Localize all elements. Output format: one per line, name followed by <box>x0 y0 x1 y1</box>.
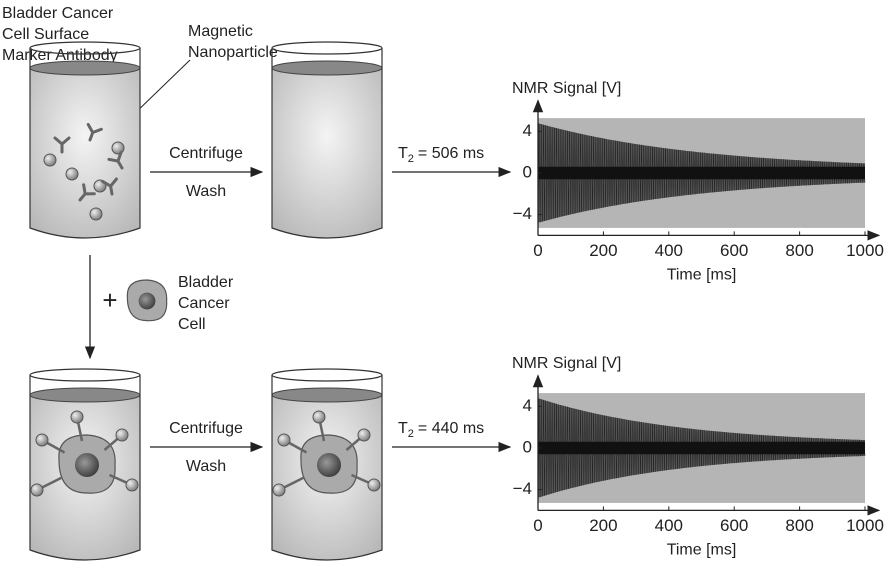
x-tick-label: 1000 <box>846 516 884 535</box>
nanoparticle <box>65 167 79 181</box>
y-tick-label: 4 <box>523 121 532 140</box>
antibody <box>86 122 103 142</box>
cell-label: Cell <box>178 316 206 333</box>
t2-value: = 440 ms <box>418 420 484 437</box>
nanoparticle <box>43 153 57 167</box>
beaker-liquid <box>272 68 382 238</box>
antibody-label: Bladder Cancer <box>2 5 114 22</box>
beaker-wall <box>29 375 141 561</box>
antibody-label: Cell Surface <box>2 26 89 43</box>
x-tick-label: 800 <box>785 516 813 535</box>
nanoparticle <box>89 207 103 221</box>
nanoparticle <box>357 428 371 442</box>
x-axis-title: Time [ms] <box>667 542 737 559</box>
x-tick-label: 400 <box>655 516 683 535</box>
nanoparticle <box>312 410 326 424</box>
nanoparticle <box>70 410 84 424</box>
antibody-label: Marker Antibody <box>2 47 118 64</box>
plus: + <box>102 285 117 315</box>
x-axis-title: Time [ms] <box>667 267 737 284</box>
t2-label: T2 = 506 ms <box>398 145 484 165</box>
cell-label: Bladder <box>178 274 234 291</box>
x-tick-label: 200 <box>589 516 617 535</box>
x-tick-label: 0 <box>533 241 542 260</box>
nanoparticle <box>35 433 49 447</box>
y-tick-label: 0 <box>523 162 532 181</box>
nanoparticle <box>277 433 291 447</box>
liquid-surface <box>271 387 383 403</box>
beaker-rim <box>29 368 141 382</box>
antibody <box>107 150 124 170</box>
nucleus <box>317 453 341 477</box>
y-tick-label: −4 <box>513 479 532 498</box>
x-tick-label: 800 <box>785 241 813 260</box>
beaker-wall <box>29 48 141 239</box>
nanoparticle <box>272 483 286 497</box>
y-axis-title: NMR Signal [V] <box>512 80 621 97</box>
nucleus <box>138 292 156 310</box>
beaker-rim <box>271 368 383 382</box>
nanoparticle <box>30 483 44 497</box>
step-label: Wash <box>186 183 226 200</box>
step-label: Wash <box>186 458 226 475</box>
beaker-wall <box>271 48 383 239</box>
t2-symbol: T <box>398 420 408 437</box>
x-tick-label: 200 <box>589 241 617 260</box>
antibody <box>53 136 71 154</box>
signal-core <box>538 166 865 180</box>
cell-label: Cancer <box>178 295 230 312</box>
signal-core <box>538 441 865 455</box>
x-tick-label: 600 <box>720 241 748 260</box>
nanoparticle <box>367 478 381 492</box>
x-tick-label: 400 <box>655 241 683 260</box>
signal <box>537 398 866 498</box>
nanoparticle-label: Magnetic <box>188 23 253 40</box>
y-tick-label: −4 <box>513 204 532 223</box>
t2-value: = 506 ms <box>418 145 484 162</box>
nucleus <box>75 453 99 477</box>
beaker-rim <box>29 41 141 55</box>
y-tick-label: 4 <box>523 396 532 415</box>
nanoparticle <box>125 478 139 492</box>
antibody <box>78 183 96 202</box>
step-label: Centrifuge <box>169 145 243 162</box>
liquid-surface <box>29 387 141 403</box>
liquid-surface <box>29 60 141 76</box>
nanoparticle <box>115 428 129 442</box>
signal <box>537 123 866 223</box>
antibody <box>101 177 118 196</box>
x-tick-label: 0 <box>533 516 542 535</box>
y-tick-label: 0 <box>523 437 532 456</box>
beaker-liquid <box>30 68 140 238</box>
liquid-surface <box>271 60 383 76</box>
step-label: Centrifuge <box>169 420 243 437</box>
t2-subscript: 2 <box>408 428 414 440</box>
t2-subscript: 2 <box>408 153 414 165</box>
t2-symbol: T <box>398 145 408 162</box>
t2-label: T2 = 440 ms <box>398 420 484 440</box>
nanoparticle-label: Nanoparticle <box>188 44 278 61</box>
beaker-rim <box>271 41 383 55</box>
beaker-wall <box>271 375 383 561</box>
x-tick-label: 600 <box>720 516 748 535</box>
y-axis-title: NMR Signal [V] <box>512 355 621 372</box>
x-tick-label: 1000 <box>846 241 884 260</box>
